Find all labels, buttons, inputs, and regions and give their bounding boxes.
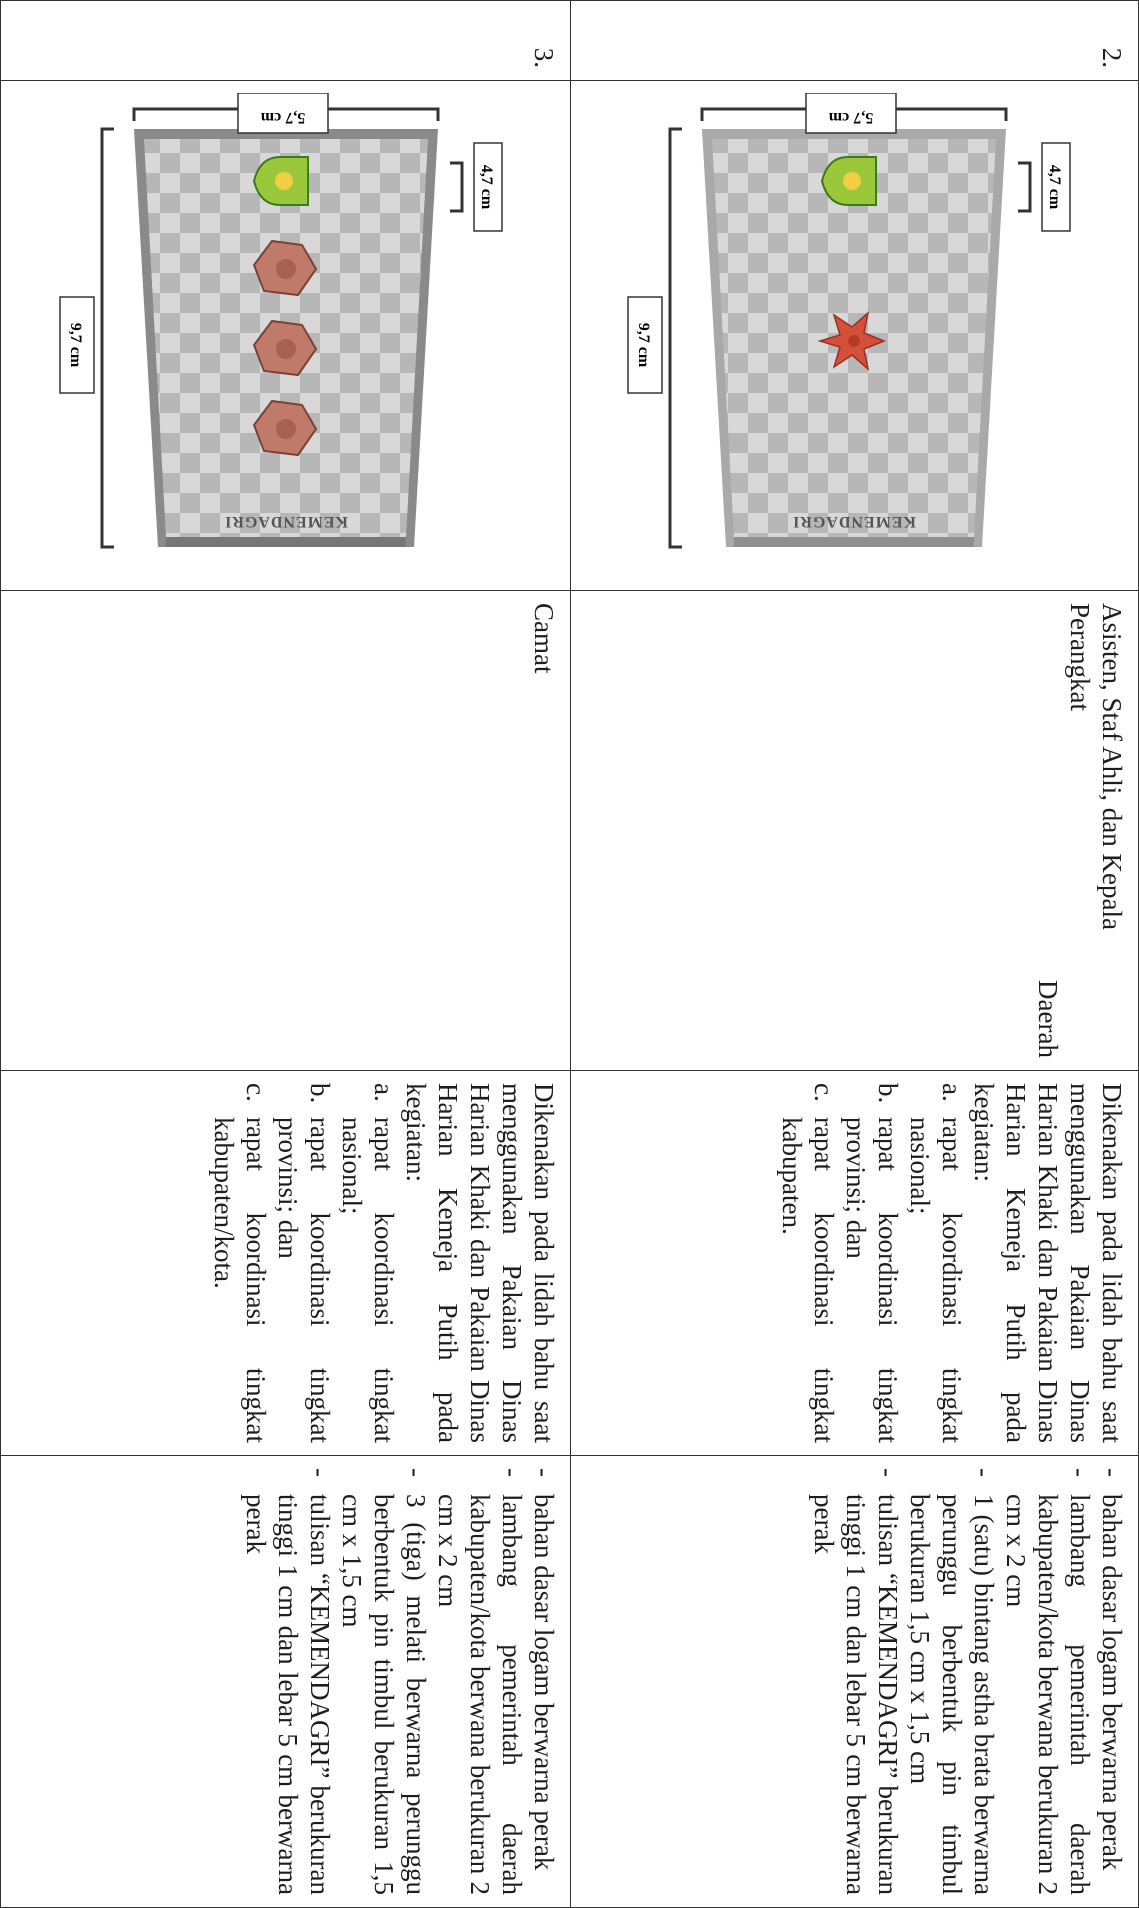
insignia-image-cell: 4,7 cm KEMENDAGRI [570,80,1139,591]
list-item: c. rapat koordinasi tingkat kabupaten. [777,1083,839,1443]
plate-text: KEMENDAGRI [792,513,916,530]
dimension-label: 5,7 cm [828,109,873,126]
dimension-label-box [1041,142,1071,232]
table-row: 3. 4,7 cm KEMENDAGRI [0,0,571,1908]
list-item: - lambang pemerintah daerah kabupaten/kot… [1001,1468,1095,1895]
dimension-label-box [627,296,663,394]
list-item: a. rapat koordinasi tingkat nasional; [337,1083,399,1443]
dimension-label-box [805,92,897,134]
melati-icon [252,239,318,297]
regional-emblem-icon [252,156,309,206]
dimension-bracket [450,161,464,213]
dimension-label-box [237,92,329,134]
melati-icon [252,319,318,377]
spec-list: - bahan dasar logam berwarna perak - lamba… [240,1468,560,1895]
star-icon [817,310,887,372]
dimension-bracket [100,127,114,549]
list-item: -3 (tiga) melati berwarna perunggu berbe… [337,1468,431,1895]
usage-list: a. rapat koordinasi tingkat nasional; b. r… [776,1083,968,1443]
insignia-image-cell: 4,7 cm KEMENDAGRI [0,80,571,591]
list-item: - tulisan “KEMENDAGRI” berukuran tinggi 1… [241,1468,335,1895]
usage-intro: Dikenakan pada lidah bahu saat menggunak… [969,1083,1127,1443]
melati-icon [252,399,318,457]
dimension-label: 4,7 cm [478,165,495,210]
list-item: - tulisan “KEMENDAGRI” berukuran tinggi 1… [809,1468,903,1895]
position-line: Perangkat [1065,603,1095,711]
position-cell: Asisten, Staf Ahli, dan Kepala Perangkat… [570,590,1139,1071]
shoulder-board-drawing: 4,7 cm KEMENDAGRI [59,92,503,549]
regional-emblem-icon [820,156,877,206]
dimension-label-box [59,296,95,394]
shoulder-board-drawing: 4,7 cm KEMENDAGRI [627,92,1071,549]
plate-text: KEMENDAGRI [224,513,348,530]
dimension-bracket [668,127,682,549]
list-item: b. rapat koordinasi tingkat provinsi; dan [841,1083,903,1443]
position-line: Camat [529,603,559,674]
list-item: b. rapat koordinasi tingkat provinsi; dan [273,1083,335,1443]
row-number: 2. [570,0,1139,81]
dimension-label: 5,7 cm [260,109,305,126]
row-number: 3. [0,0,571,81]
usage-list: a. rapat koordinasi tingkat nasional; b. r… [208,1083,400,1443]
usage-cell: Dikenakan pada lidah bahu saat menggunak… [0,1070,571,1456]
position-cell: Camat [0,590,571,1071]
dimension-label: 4,7 cm [1046,165,1063,210]
dimension-label: 9,7 cm [67,323,84,368]
dimension-bracket [1018,161,1032,213]
position-line: Asisten, Staf Ahli, dan Kepala [1097,603,1127,930]
list-item: - lambang pemerintah daerah kabupaten/kot… [433,1468,527,1895]
dimension-label: 9,7 cm [635,323,652,368]
list-item: a. rapat koordinasi tingkat nasional; [905,1083,967,1443]
list-item: - bahan dasar logam berwarna perak [1097,1468,1127,1871]
spec-list: - bahan dasar logam berwarna perak - lamba… [808,1468,1128,1895]
usage-cell: Dikenakan pada lidah bahu saat menggunak… [570,1070,1139,1456]
table-row: 2. 4,7 cm KEMENDAGRI [570,0,1139,1908]
list-item: - bahan dasar logam berwarna perak [529,1468,559,1871]
list-item: -1 (satu) bintang astha brata berwarna p… [905,1468,999,1895]
usage-intro: Dikenakan pada lidah bahu saat menggunak… [401,1083,559,1443]
dimension-label-box [473,142,503,232]
spec-cell: - bahan dasar logam berwarna perak - lamba… [0,1455,571,1908]
position-line: Daerah [1033,980,1063,1058]
list-item: c. rapat koordinasi tingkat kabupaten/kot… [209,1083,271,1443]
spec-cell: - bahan dasar logam berwarna perak - lamba… [570,1455,1139,1908]
